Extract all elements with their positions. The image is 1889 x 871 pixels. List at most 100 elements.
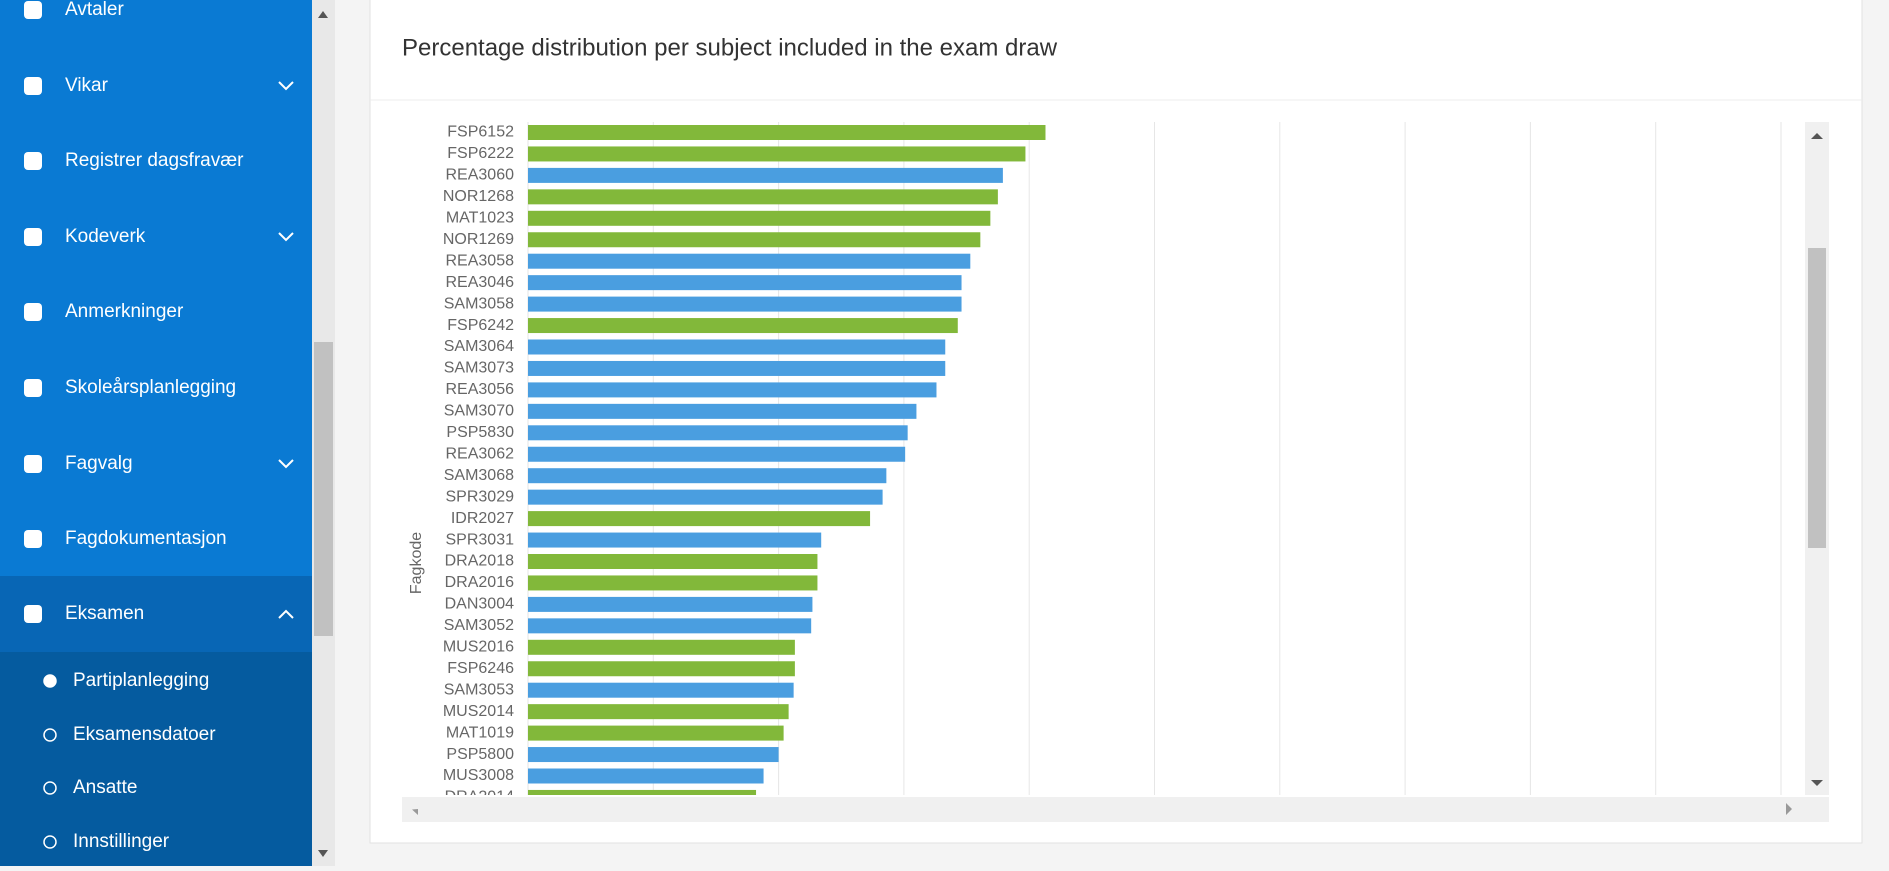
bar <box>528 189 998 205</box>
menu-icon <box>24 605 42 623</box>
bar <box>528 318 958 334</box>
y-tick-label: MUS2014 <box>443 703 514 720</box>
bar <box>528 789 757 795</box>
y-tick-label: DAN3004 <box>445 596 514 613</box>
menu-icon <box>24 455 42 473</box>
y-tick-label: NOR1269 <box>443 231 514 248</box>
menu-item[interactable]: Fagdokumentasjon <box>65 528 227 549</box>
y-tick-label: REA3056 <box>446 381 515 398</box>
y-tick-label: DRA2014 <box>445 789 514 806</box>
plot: FSP6152 FSP6222 REA3060 NOR1268 MAT1023 NOR12… <box>443 122 1782 806</box>
bar <box>528 489 883 505</box>
sidebar-scroll-thumb[interactable] <box>314 342 333 636</box>
bar <box>528 639 795 655</box>
bar <box>528 725 784 741</box>
bar <box>528 382 937 398</box>
chart-h-scrollbar[interactable] <box>402 797 1829 822</box>
y-tick-label: FSP6246 <box>447 660 514 677</box>
y-axis-label: Fagkode <box>408 532 425 594</box>
chart-scroll-up[interactable] <box>1811 133 1823 139</box>
submenu <box>0 652 312 866</box>
bar <box>528 232 981 248</box>
bar <box>528 253 971 269</box>
bar <box>528 768 764 784</box>
submenu-item[interactable]: Innstillinger <box>73 831 170 852</box>
scroll-up[interactable] <box>318 11 328 18</box>
menu-icon <box>24 77 42 95</box>
bar <box>528 704 789 720</box>
menu-item[interactable]: Anmerkninger <box>65 301 184 322</box>
y-tick-label: SAM3058 <box>444 295 514 312</box>
bar <box>528 747 779 763</box>
bar <box>528 511 871 527</box>
chevron[interactable] <box>278 81 294 91</box>
y-tick-label: PSP5830 <box>446 424 514 441</box>
submenu-bullet <box>43 674 57 688</box>
menu-item[interactable]: Eksamen <box>65 603 144 624</box>
y-tick-label: SAM3053 <box>444 681 514 698</box>
y-tick-label: SPR3031 <box>446 531 515 548</box>
menu-icon <box>24 1 42 19</box>
menu-icon <box>24 379 42 397</box>
menu-item[interactable]: Skoleårsplanlegging <box>65 377 236 398</box>
menu-item[interactable]: Avtaler <box>65 0 124 20</box>
y-tick-label: REA3060 <box>446 167 515 184</box>
menu-icon <box>24 530 42 548</box>
y-tick-label: SAM3052 <box>444 617 514 634</box>
menu-icon <box>24 228 42 246</box>
bar <box>528 339 946 355</box>
submenu-bullet <box>43 728 57 742</box>
y-tick-label: DRA2016 <box>445 574 514 591</box>
active-section <box>0 576 312 652</box>
submenu-item[interactable]: Eksamensdatoer <box>73 724 216 745</box>
menu-item[interactable]: Kodeverk <box>65 226 146 247</box>
y-tick-label: MAT1023 <box>446 210 514 227</box>
bar <box>528 618 812 634</box>
chevron[interactable] <box>278 459 294 469</box>
y-tick-label: REA3046 <box>446 274 515 291</box>
menu-item[interactable]: Registrer dagsfravær <box>65 150 244 171</box>
bar <box>528 532 822 548</box>
bar <box>528 275 962 291</box>
y-tick-label: SAM3064 <box>444 338 514 355</box>
scroll-down[interactable] <box>318 850 328 857</box>
bar <box>528 575 818 591</box>
y-tick-label: SAM3070 <box>444 403 514 420</box>
y-tick-label: FSP6152 <box>447 124 514 141</box>
submenu-bullet <box>43 781 57 795</box>
card <box>369 0 1863 844</box>
bar <box>528 296 962 312</box>
y-tick-label: SPR3029 <box>446 488 515 505</box>
bar <box>528 682 794 698</box>
y-tick-label: MUS2016 <box>443 639 514 656</box>
bar <box>528 210 991 226</box>
bar <box>528 167 1003 183</box>
y-tick-label: PSP5800 <box>446 746 514 763</box>
y-tick-label: FSP6242 <box>447 317 514 334</box>
bar <box>528 661 795 677</box>
y-tick-label: REA3062 <box>446 445 515 462</box>
y-tick-label: MAT1019 <box>446 724 514 741</box>
submenu-item[interactable]: Ansatte <box>73 777 137 798</box>
bar <box>528 425 908 441</box>
menu-item[interactable]: Vikar <box>65 75 109 96</box>
bar <box>528 146 1026 162</box>
submenu-item[interactable]: Partiplanlegging <box>73 670 209 691</box>
bar <box>528 360 946 376</box>
chevron[interactable] <box>278 609 294 619</box>
y-tick-label: SAM3068 <box>444 467 514 484</box>
bar <box>528 468 887 484</box>
bar <box>528 403 917 419</box>
y-tick-label: MUS3008 <box>443 767 514 784</box>
menu-item[interactable]: Fagvalg <box>65 453 133 474</box>
y-tick-label: FSP6222 <box>447 145 514 162</box>
bar <box>528 446 906 462</box>
chevron[interactable] <box>278 232 294 242</box>
chart-v-thumb[interactable] <box>1808 248 1826 548</box>
y-tick-label: NOR1268 <box>443 188 514 205</box>
menu-icon <box>24 303 42 321</box>
y-tick-label: SAM3073 <box>444 360 514 377</box>
chart-scroll-down[interactable] <box>1811 780 1823 786</box>
